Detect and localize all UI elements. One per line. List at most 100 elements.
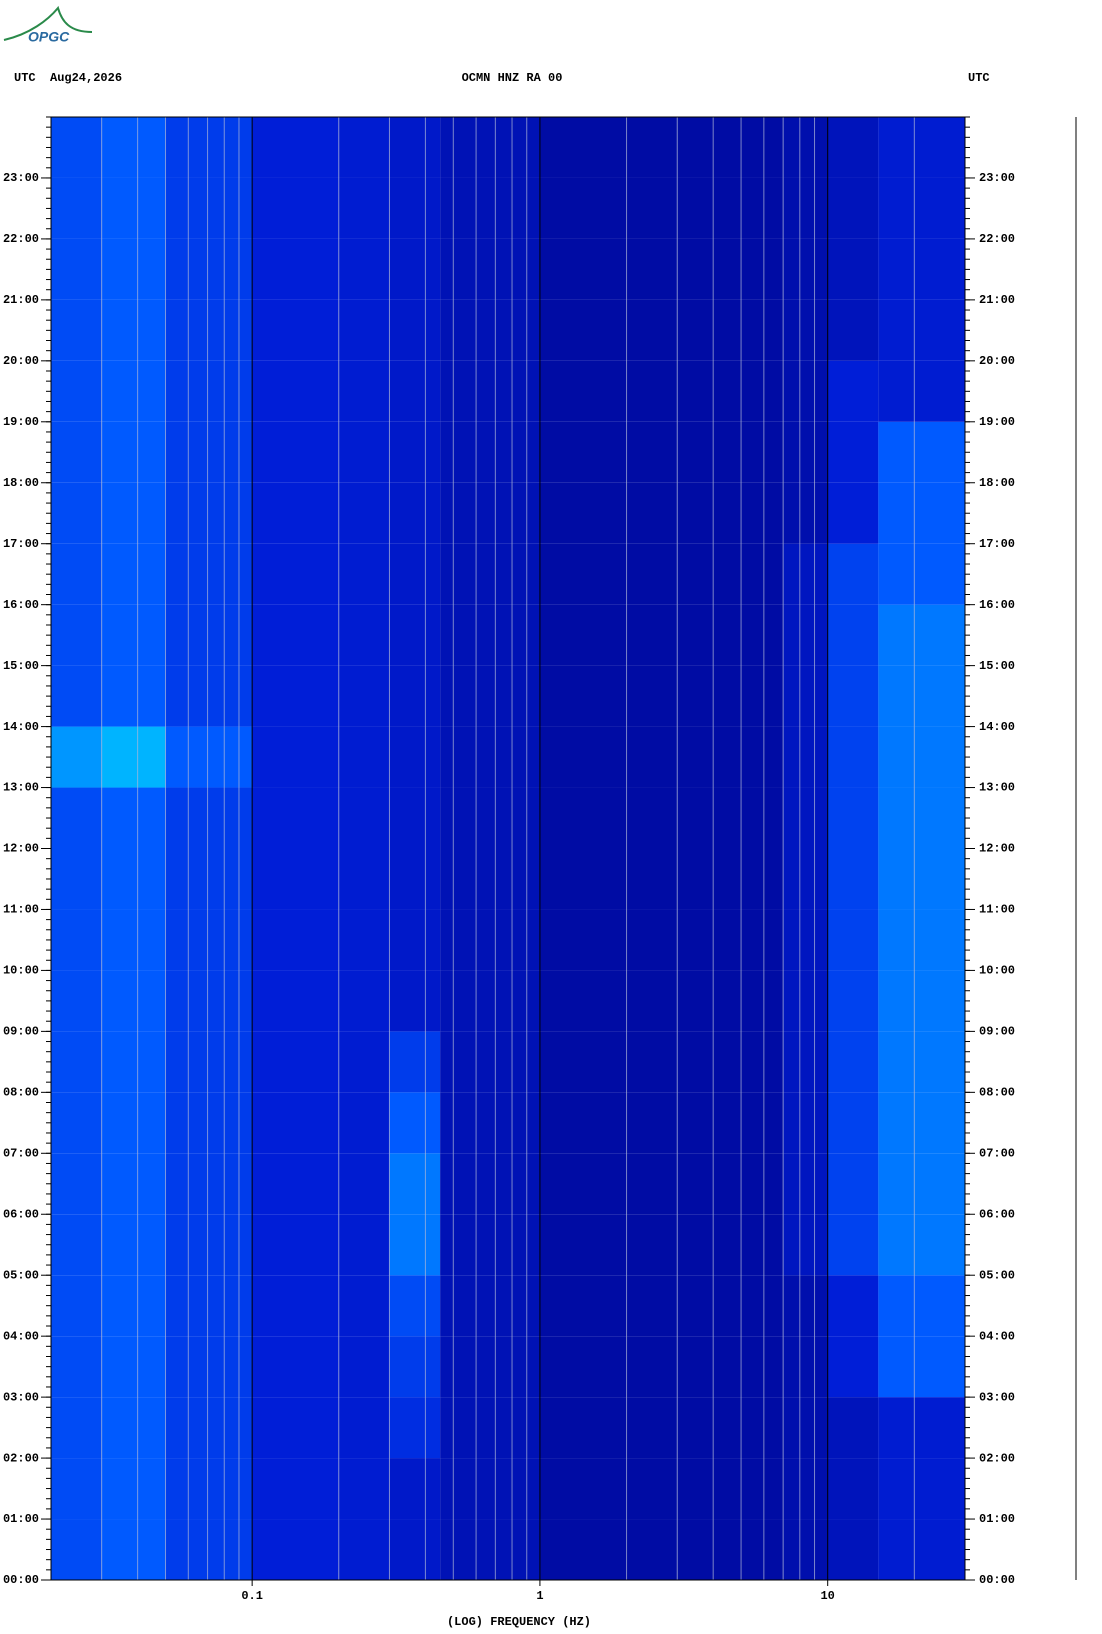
y-tick-label: 02:00 (3, 1451, 39, 1465)
spectrogram-cell (389, 970, 441, 1032)
spectrogram-cell (878, 1214, 965, 1276)
spectrogram-cell (101, 1397, 166, 1459)
spectrogram-cell (165, 909, 253, 971)
spectrogram-cell (165, 482, 253, 544)
spectrogram-cell (101, 787, 166, 849)
spectrogram-cell (827, 299, 879, 361)
spectrogram-cell (338, 1092, 390, 1154)
spectrogram-cell (101, 604, 166, 666)
spectrogram-cell (783, 543, 828, 605)
spectrogram-cell (783, 848, 828, 910)
spectrogram-cell (101, 1458, 166, 1520)
y-tick-label: 03:00 (3, 1390, 39, 1404)
spectrogram-cell (677, 482, 784, 544)
spectrogram-cell (440, 1153, 540, 1215)
header-right: UTC (968, 71, 990, 85)
y-tick-label: 05:00 (3, 1268, 39, 1282)
spectrogram-cell (51, 909, 102, 971)
spectrogram-cell (389, 909, 441, 971)
y-tick-label-right: 23:00 (979, 171, 1015, 185)
spectrogram-cell (539, 543, 678, 605)
y-tick-label-right: 22:00 (979, 232, 1015, 246)
spectrogram-cell (101, 360, 166, 422)
spectrogram-cell (677, 1092, 784, 1154)
spectrogram-cell (440, 1092, 540, 1154)
spectrogram-cell (389, 665, 441, 727)
spectrogram-cell (165, 726, 253, 788)
spectrogram-cell (338, 726, 390, 788)
spectrogram-cell (677, 238, 784, 300)
spectrogram-cell (389, 787, 441, 849)
chart-title: OCMN HNZ RA 00 (462, 71, 563, 85)
spectrogram-cell (338, 970, 390, 1032)
spectrogram-cell (878, 1092, 965, 1154)
spectrogram-cell (252, 421, 339, 483)
spectrogram-cell (539, 909, 678, 971)
spectrogram-cell (389, 848, 441, 910)
spectrogram-cell (389, 1275, 441, 1337)
spectrogram-cell (677, 1397, 784, 1459)
spectrogram-cell (252, 604, 339, 666)
spectrogram-cell (878, 665, 965, 727)
spectrogram-cell (878, 909, 965, 971)
spectrogram-cell (539, 482, 678, 544)
spectrogram-cell (338, 1214, 390, 1276)
plot-frame (50, 116, 966, 1581)
spectrogram-cell (338, 909, 390, 971)
spectrogram-cell (101, 238, 166, 300)
spectrogram-cell (827, 482, 879, 544)
spectrogram-cell (783, 117, 828, 178)
spectrogram-cell (440, 726, 540, 788)
spectrogram-cell (389, 1153, 441, 1215)
spectrogram-cell (101, 421, 166, 483)
spectrogram-cell (827, 909, 879, 971)
spectrogram-cell (440, 909, 540, 971)
spectrogram-cell (51, 1458, 102, 1520)
y-tick-label: 15:00 (3, 659, 39, 673)
y-tick-label: 08:00 (3, 1086, 39, 1100)
spectrogram-cell (51, 848, 102, 910)
spectrogram-cell (101, 1214, 166, 1276)
spectrogram-cell (539, 238, 678, 300)
spectrogram-cell (783, 299, 828, 361)
spectrogram-cell (827, 1214, 879, 1276)
spectrogram-cell (338, 1275, 390, 1337)
spectrogram-cell (101, 117, 166, 178)
spectrogram-cell (783, 970, 828, 1032)
spectrogram-cell (783, 604, 828, 666)
spectrogram-cell (440, 1214, 540, 1276)
spectrogram-cell (539, 1214, 678, 1276)
spectrogram-cell (51, 1519, 102, 1580)
spectrogram-cell (252, 1153, 339, 1215)
spectrogram-cell (878, 1397, 965, 1459)
spectrogram-cell (878, 1336, 965, 1398)
spectrogram-cell (827, 238, 879, 300)
spectrogram-cell (878, 360, 965, 422)
y-tick-label-right: 19:00 (979, 415, 1015, 429)
spectrogram-cell (165, 1031, 253, 1093)
spectrogram-cell (165, 1092, 253, 1154)
y-tick-label: 22:00 (3, 232, 39, 246)
spectrogram-cell (165, 1458, 253, 1520)
spectrogram-cell (539, 1092, 678, 1154)
y-tick-label: 13:00 (3, 781, 39, 795)
spectrogram (51, 117, 965, 1580)
spectrogram-cell (783, 360, 828, 422)
y-tick-label-right: 04:00 (979, 1329, 1015, 1343)
spectrogram-cell (783, 1275, 828, 1337)
spectrogram-cell (878, 543, 965, 605)
spectrogram-cell (165, 1153, 253, 1215)
y-tick-label-right: 05:00 (979, 1268, 1015, 1282)
y-tick-label-right: 00:00 (979, 1573, 1015, 1587)
spectrogram-cell (539, 1397, 678, 1459)
spectrogram-cell (51, 1031, 102, 1093)
y-tick-label-right: 09:00 (979, 1025, 1015, 1039)
spectrogram-cell (252, 1458, 339, 1520)
spectrogram-cell (440, 360, 540, 422)
spectrogram-cell (165, 665, 253, 727)
spectrogram-cell (101, 543, 166, 605)
y-tick-label-right: 18:00 (979, 476, 1015, 490)
spectrogram-cell (389, 604, 441, 666)
spectrogram-cell (101, 1153, 166, 1215)
y-tick-label: 10:00 (3, 964, 39, 978)
